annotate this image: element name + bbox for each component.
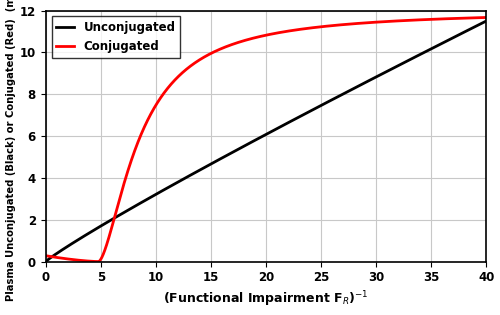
Conjugated	[363, 21, 369, 25]
Conjugated	[470, 16, 476, 20]
Legend: Unconjugated, Conjugated: Unconjugated, Conjugated	[52, 16, 180, 58]
Unconjugated	[362, 80, 368, 84]
Y-axis label: Plasma Unconjugated (Black) or Conjugated (Red)  (mg/dl): Plasma Unconjugated (Black) or Conjugate…	[6, 0, 16, 301]
Unconjugated	[448, 37, 454, 41]
Conjugated	[42, 254, 48, 258]
Conjugated	[228, 43, 234, 47]
Conjugated	[232, 42, 237, 46]
Unconjugated	[484, 19, 490, 23]
Line: Conjugated: Conjugated	[46, 18, 486, 261]
Conjugated	[252, 36, 258, 40]
Conjugated	[448, 17, 454, 20]
Unconjugated	[252, 138, 258, 142]
Conjugated	[96, 260, 102, 263]
X-axis label: (Functional Impairment F$_R$)$^{-1}$: (Functional Impairment F$_R$)$^{-1}$	[163, 290, 368, 309]
Unconjugated	[470, 26, 476, 30]
Conjugated	[484, 16, 490, 20]
Unconjugated	[228, 151, 234, 155]
Unconjugated	[232, 149, 237, 153]
Unconjugated	[42, 260, 48, 263]
Line: Unconjugated: Unconjugated	[46, 21, 486, 261]
